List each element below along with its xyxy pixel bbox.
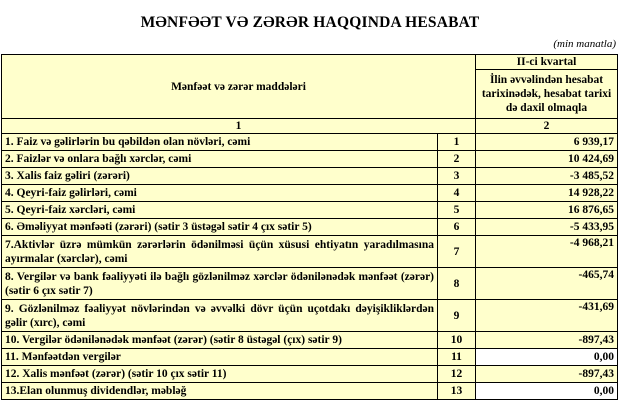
row-line-number: 10 — [437, 331, 476, 349]
row-label: 6. Əməliyyat mənfəəti (zərəri) (sətir 3 … — [1, 218, 438, 236]
row-label: 11. Mənfəətdən vergilər — [1, 348, 438, 366]
row-label: 12. Xalis mənfəət (zərər) (sətir 10 çıx … — [1, 365, 438, 383]
table-row: 11. Mənfəətdən vergilər 11 0,00 — [1, 348, 618, 366]
row-line-number: 6 — [437, 218, 476, 236]
row-label: 2. Faizlər və onlara bağlı xərclər, cəmi — [1, 150, 438, 168]
row-label: 10. Vergilər ödənilənədək mənfəət (zərər… — [1, 331, 438, 349]
row-value: 0,00 — [475, 348, 618, 366]
table-row: 2. Faizlər və onlara bağlı xərclər, cəmi… — [1, 150, 618, 168]
row-line-number: 7 — [437, 235, 476, 268]
row-label: 1. Faiz və gəlirlərin bu qəbildən olan n… — [1, 133, 438, 151]
row-value: -465,74 — [475, 267, 618, 300]
row-value: -4 968,21 — [475, 235, 618, 268]
items-column-header: Mənfəət və zərər maddələri — [1, 54, 476, 119]
row-label: 13.Elan olunmuş dividendlər, məbləğ — [1, 382, 438, 400]
table-row: 4. Qeyri-faiz gəlirləri, cəmi 4 14 928,22 — [1, 184, 618, 202]
table-row: 13.Elan olunmuş dividendlər, məbləğ 13 0,0… — [1, 382, 618, 400]
units-note: (min manatla) — [553, 38, 616, 50]
row-label: 3. Xalis faiz gəliri (zərəri) — [1, 167, 438, 185]
report-title: MƏNFƏƏT VƏ ZƏRƏR HAQQINDA HESABAT — [140, 14, 480, 31]
table-row: 12. Xalis mənfəət (zərər) (sətir 10 çıx … — [1, 365, 618, 383]
row-line-number: 9 — [437, 299, 476, 332]
profit-loss-table: Mənfəət və zərər maddələri II-ci kvartal… — [1, 54, 618, 400]
table-row: 9. Gözlənilməz fəaliyyət növlərindən və … — [1, 299, 618, 332]
row-value: 14 928,22 — [475, 184, 618, 202]
row-label: 5. Qeyri-faiz xərcləri, cəmi — [1, 201, 438, 219]
table-row: 8. Vergilər və bank fəaliyyəti ilə bağlı… — [1, 267, 618, 300]
row-value: 16 876,65 — [475, 201, 618, 219]
row-value: -3 485,52 — [475, 167, 618, 185]
row-label: 7.Aktivlər üzrə mümkün zərərlərin ödənil… — [1, 235, 438, 268]
row-label: 8. Vergilər və bank fəaliyyəti ilə bağlı… — [1, 267, 438, 300]
row-value: -5 433,95 — [475, 218, 618, 236]
row-line-number: 2 — [437, 150, 476, 168]
row-value: 0,00 — [475, 382, 618, 400]
table-row: 5. Qeyri-faiz xərcləri, cəmi 5 16 876,65 — [1, 201, 618, 219]
row-value: -897,43 — [475, 331, 618, 349]
row-line-number: 8 — [437, 267, 476, 300]
table-row: 6. Əməliyyat mənfəəti (zərəri) (sətir 3 … — [1, 218, 618, 236]
table-row: 3. Xalis faiz gəliri (zərəri) 3 -3 485,52 — [1, 167, 618, 185]
row-label: 9. Gözlənilməz fəaliyyət növlərindən və … — [1, 299, 438, 332]
period-header: II-ci kvartal — [475, 54, 618, 70]
row-line-number: 12 — [437, 365, 476, 383]
table-row: 10. Vergilər ödənilənədək mənfəət (zərər… — [1, 331, 618, 349]
row-value: -431,69 — [475, 299, 618, 332]
row-line-number: 13 — [437, 382, 476, 400]
column-number-1: 1 — [1, 118, 476, 134]
row-value: 6 939,17 — [475, 133, 618, 151]
row-value: 10 424,69 — [475, 150, 618, 168]
row-label: 4. Qeyri-faiz gəlirləri, cəmi — [1, 184, 438, 202]
row-line-number: 3 — [437, 167, 476, 185]
table-row: 7.Aktivlər üzrə mümkün zərərlərin ödənil… — [1, 235, 618, 268]
period-description: İlin əvvəlindən hesabat tarixinədək, hes… — [475, 69, 618, 119]
row-line-number: 11 — [437, 348, 476, 366]
row-line-number: 1 — [437, 133, 476, 151]
table-row: 1. Faiz və gəlirlərin bu qəbildən olan n… — [1, 133, 618, 151]
row-line-number: 5 — [437, 201, 476, 219]
row-value: -897,43 — [475, 365, 618, 383]
row-line-number: 4 — [437, 184, 476, 202]
column-number-2: 2 — [475, 118, 618, 134]
